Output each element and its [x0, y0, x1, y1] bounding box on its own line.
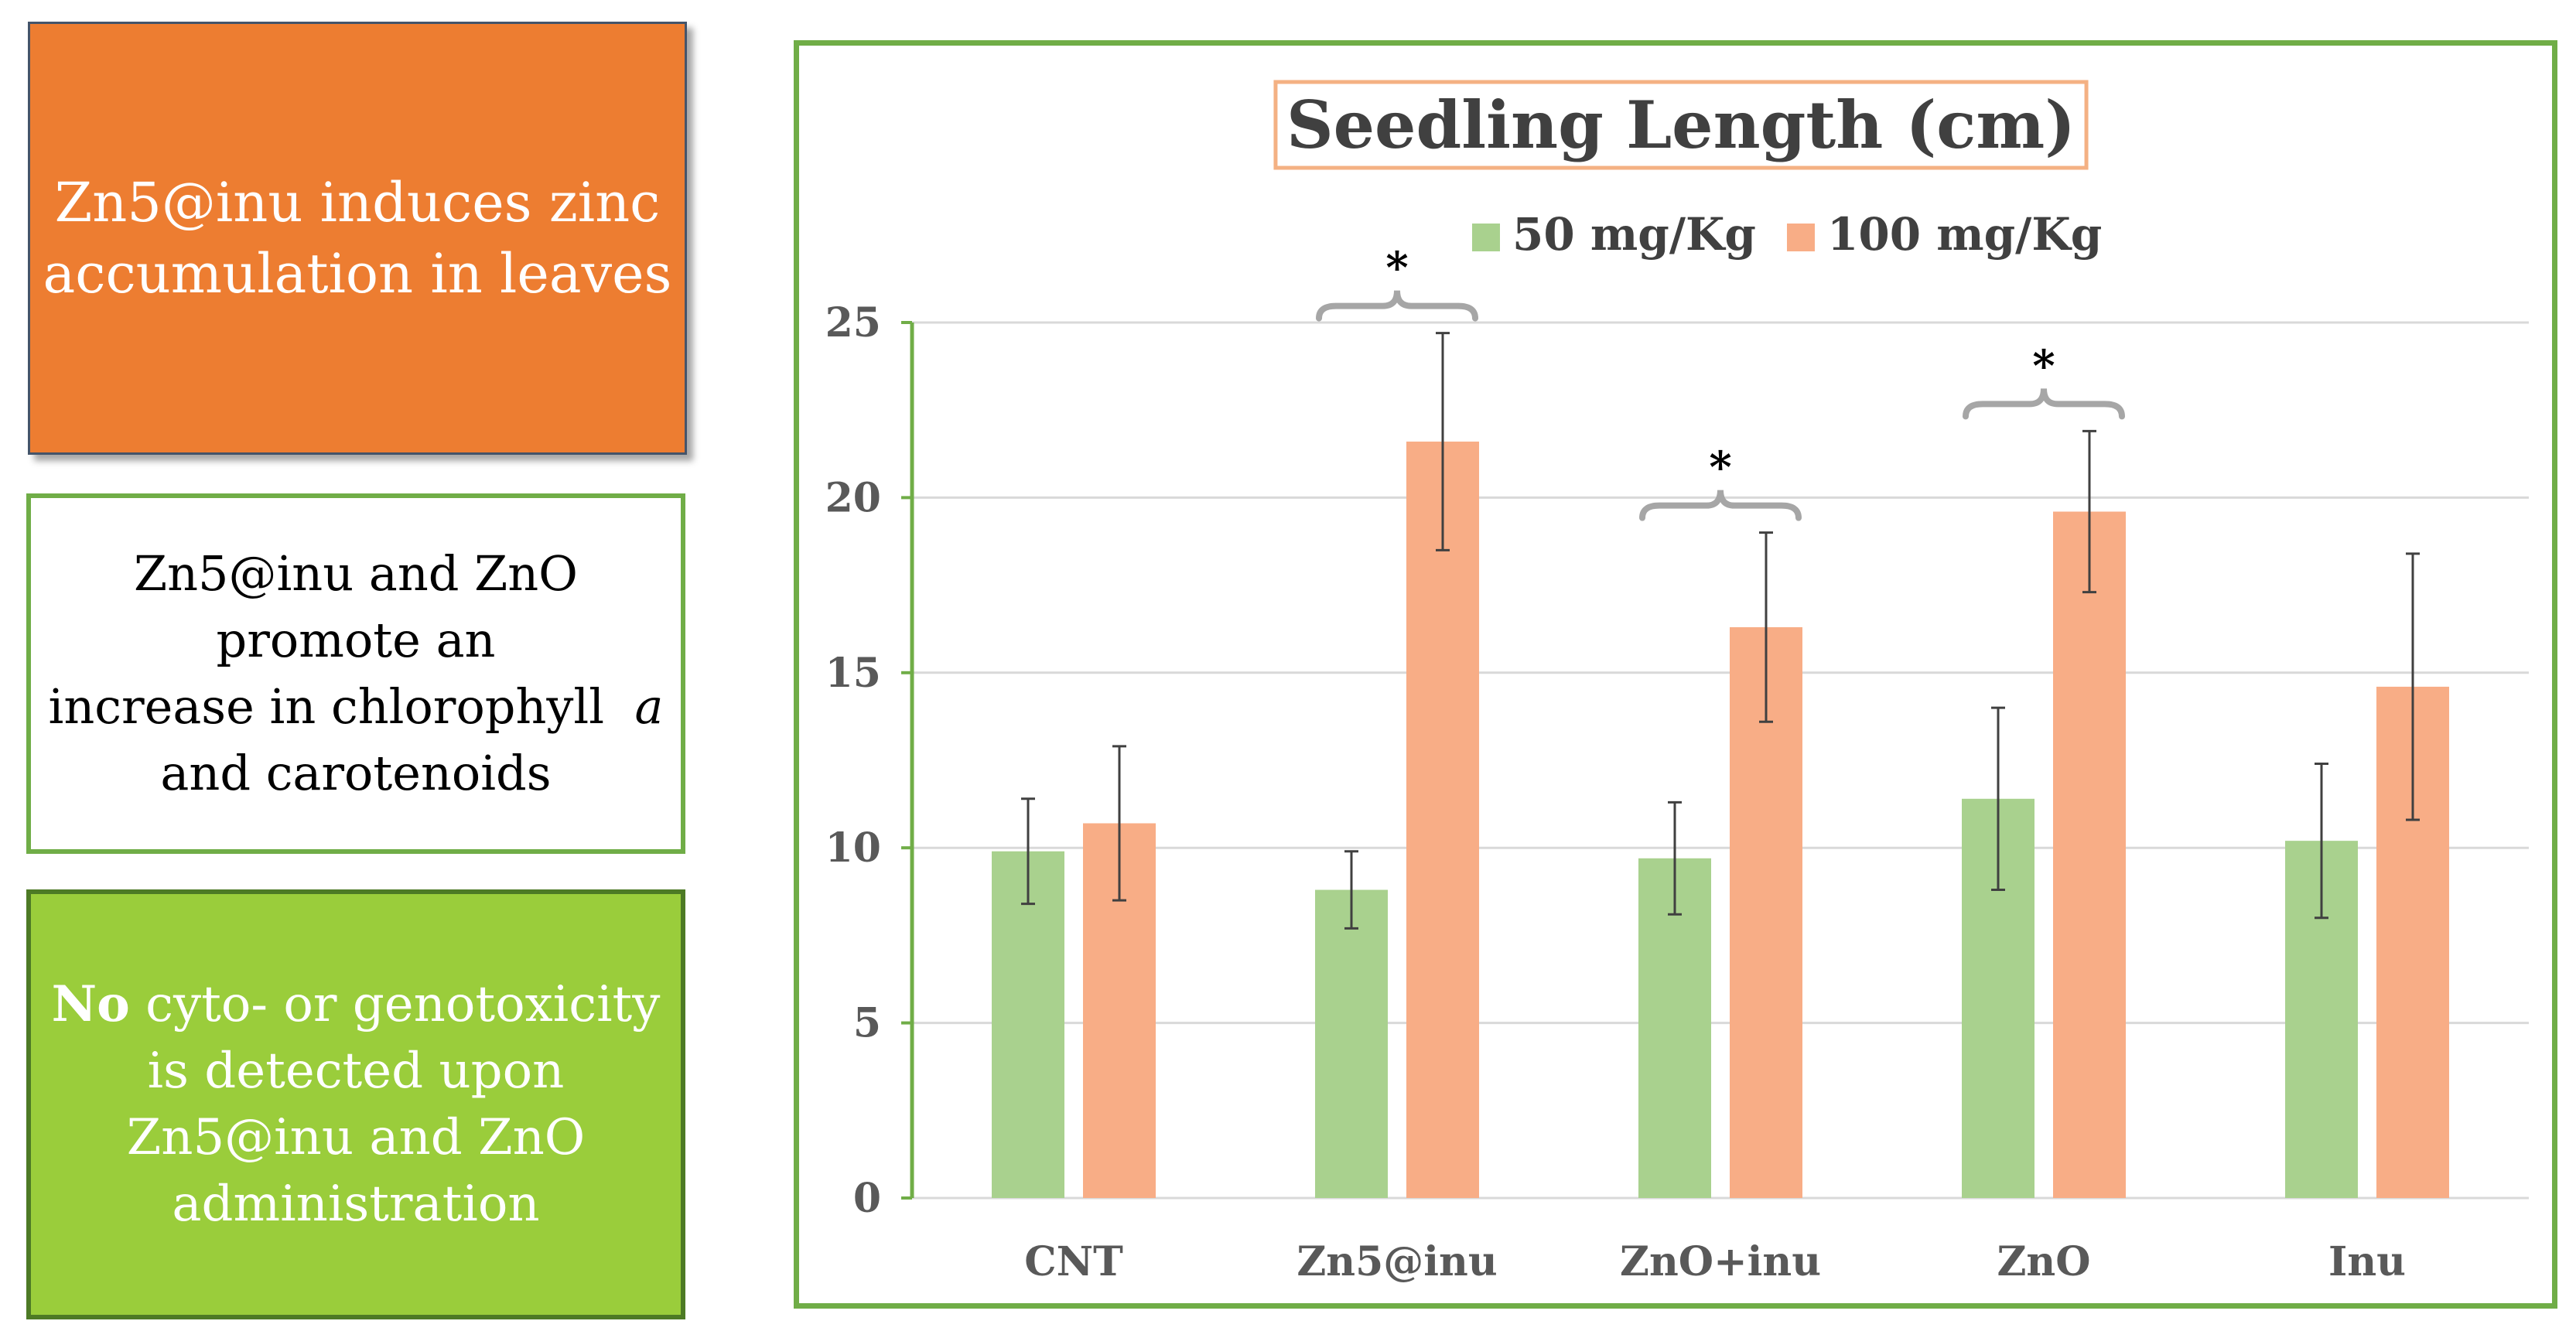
- bar-zno-100-mg-kg: [2053, 511, 2126, 1198]
- significance-bracket-zno-inu: [1639, 490, 1802, 521]
- category-label-zno-inu: ZnO+inu: [1620, 1238, 1821, 1285]
- y-tick-label-20: 20: [825, 474, 881, 521]
- box3-line-3: Zn5@inu and ZnO: [126, 1109, 586, 1166]
- bar-cnt-50-mg-kg: [992, 851, 1064, 1198]
- chart-title: Seedling Length (cm): [1286, 87, 2075, 163]
- y-tick-label-5: 5: [853, 1000, 881, 1047]
- zinc-accumulation-box: Zn5@inu induces zinc accumulation in lea…: [28, 22, 687, 455]
- significance-star-zno-inu: *: [1709, 442, 1731, 493]
- chart-title-box: [1273, 80, 2089, 170]
- significance-bracket-zn5-inu: [1316, 290, 1478, 322]
- box3-bold-no: No: [51, 975, 130, 1033]
- box3-line-4: administration: [172, 1176, 540, 1233]
- chlorophyll-box: Zn5@inu and ZnO promote an increase in c…: [26, 493, 685, 854]
- box1-line-1: Zn5@inu induces zinc: [54, 171, 661, 234]
- category-label-inu: Inu: [2328, 1238, 2406, 1285]
- bar-zn5-inu-100-mg-kg: [1406, 441, 1479, 1198]
- box3-line-2: is detected upon: [147, 1043, 565, 1100]
- y-tick-label-0: 0: [853, 1175, 881, 1222]
- y-tick-label-25: 25: [825, 299, 881, 346]
- y-tick-label-15: 15: [825, 650, 881, 697]
- legend-label-50-mg-kg: 50 mg/Kg: [1512, 208, 1756, 261]
- y-tick-label-10: 10: [825, 824, 881, 872]
- box1-line-2: accumulation in leaves: [43, 242, 672, 305]
- bar-zn5-inu-50-mg-kg: [1315, 889, 1388, 1198]
- legend-swatch-50-mg-kg: [1472, 224, 1500, 251]
- box3-line-1: No cyto- or genotoxicity: [52, 971, 661, 1038]
- box2-line-1: Zn5@inu and ZnO: [134, 545, 578, 602]
- seedling-length-chart: Seedling Length (cm) 50 mg/Kg 100 mg/Kg 0 5 1…: [825, 80, 2529, 1285]
- box2-line-3: increase in chlorophyll a: [49, 674, 664, 740]
- legend-swatch-100-mg-kg: [1786, 224, 1815, 251]
- category-label-cnt: CNT: [1024, 1238, 1123, 1285]
- box3-line-1-rest: cyto- or genotoxicity: [129, 976, 661, 1033]
- box2-line-4: and carotenoids: [160, 745, 552, 801]
- legend-label-100-mg-kg: 100 mg/Kg: [1827, 208, 2102, 261]
- significance-bracket-zno: [1963, 388, 2125, 420]
- chart-frame: Seedling Length (cm) 50 mg/Kg 100 mg/Kg 0 5 1…: [794, 40, 2557, 1309]
- category-label-zn5-inu: Zn5@inu: [1297, 1238, 1497, 1285]
- box2-line-3-text: increase in chlorophyll: [48, 678, 605, 735]
- box2-italic-a: a: [634, 678, 664, 735]
- significance-star-zn5-inu: *: [1385, 243, 1408, 294]
- significance-star-zno: *: [2032, 340, 2055, 391]
- category-label-zno: ZnO: [1997, 1238, 2090, 1285]
- toxicity-box: No cyto- or genotoxicity is detected upo…: [26, 889, 685, 1319]
- box2-line-2: promote an: [216, 612, 496, 668]
